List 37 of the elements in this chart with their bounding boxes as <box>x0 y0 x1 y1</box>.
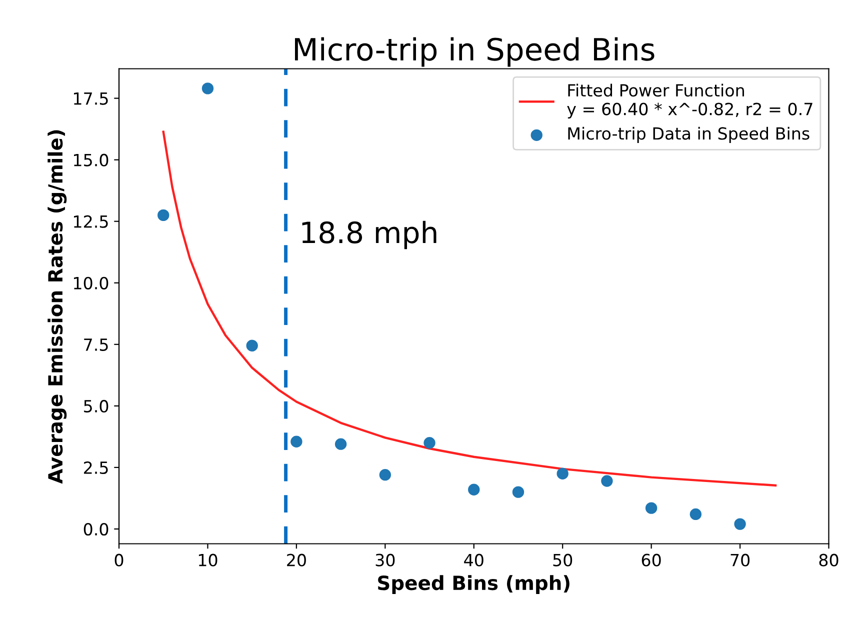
point <box>246 340 258 352</box>
point <box>334 438 347 450</box>
point <box>468 484 480 496</box>
y-tick-label: 17.5 <box>74 92 108 105</box>
point <box>202 82 214 94</box>
x-tick-label: 50 <box>553 554 572 566</box>
point <box>424 437 436 449</box>
y-tick-label: 15.0 <box>74 154 108 166</box>
y-tick-label: 5.0 <box>84 400 108 412</box>
point <box>158 209 170 222</box>
point <box>512 486 524 498</box>
chart-title: Micro-trip in Speed Bins <box>294 37 654 67</box>
x-tick-label: 40 <box>464 554 484 566</box>
x-tick-label: 0 <box>114 554 124 566</box>
x-tick-label: 20 <box>287 554 306 566</box>
point <box>290 436 302 448</box>
y-tick-label: 12.5 <box>74 215 108 228</box>
point <box>690 508 702 520</box>
legend-label: Micro-trip Data in Speed Bins <box>568 126 810 144</box>
y-tick-label: 10.0 <box>74 276 108 290</box>
ref-line-label: 18.8 mph <box>302 220 436 250</box>
point <box>601 475 613 487</box>
y-tick-label: 2.5 <box>84 461 108 474</box>
x-tick-label: 80 <box>819 554 838 566</box>
x-tick-label: 10 <box>198 554 218 566</box>
point <box>645 502 658 514</box>
point <box>556 468 568 480</box>
y-axis-title: Average Emission Rates (g/mile) <box>48 130 67 484</box>
y-tick-label: 7.5 <box>84 338 108 351</box>
legend-label: Fitted Power Function y = 60.40 * x^-0.82, r2 = 0.7 <box>567 84 812 119</box>
point <box>379 468 391 481</box>
y-tick-label: 0.0 <box>84 522 108 536</box>
x-tick-label: 30 <box>376 554 395 566</box>
x-tick-label: 60 <box>642 554 661 566</box>
x-axis-title: Speed Bins (mph) <box>378 575 570 594</box>
point <box>734 518 746 530</box>
x-tick-label: 70 <box>730 554 750 566</box>
